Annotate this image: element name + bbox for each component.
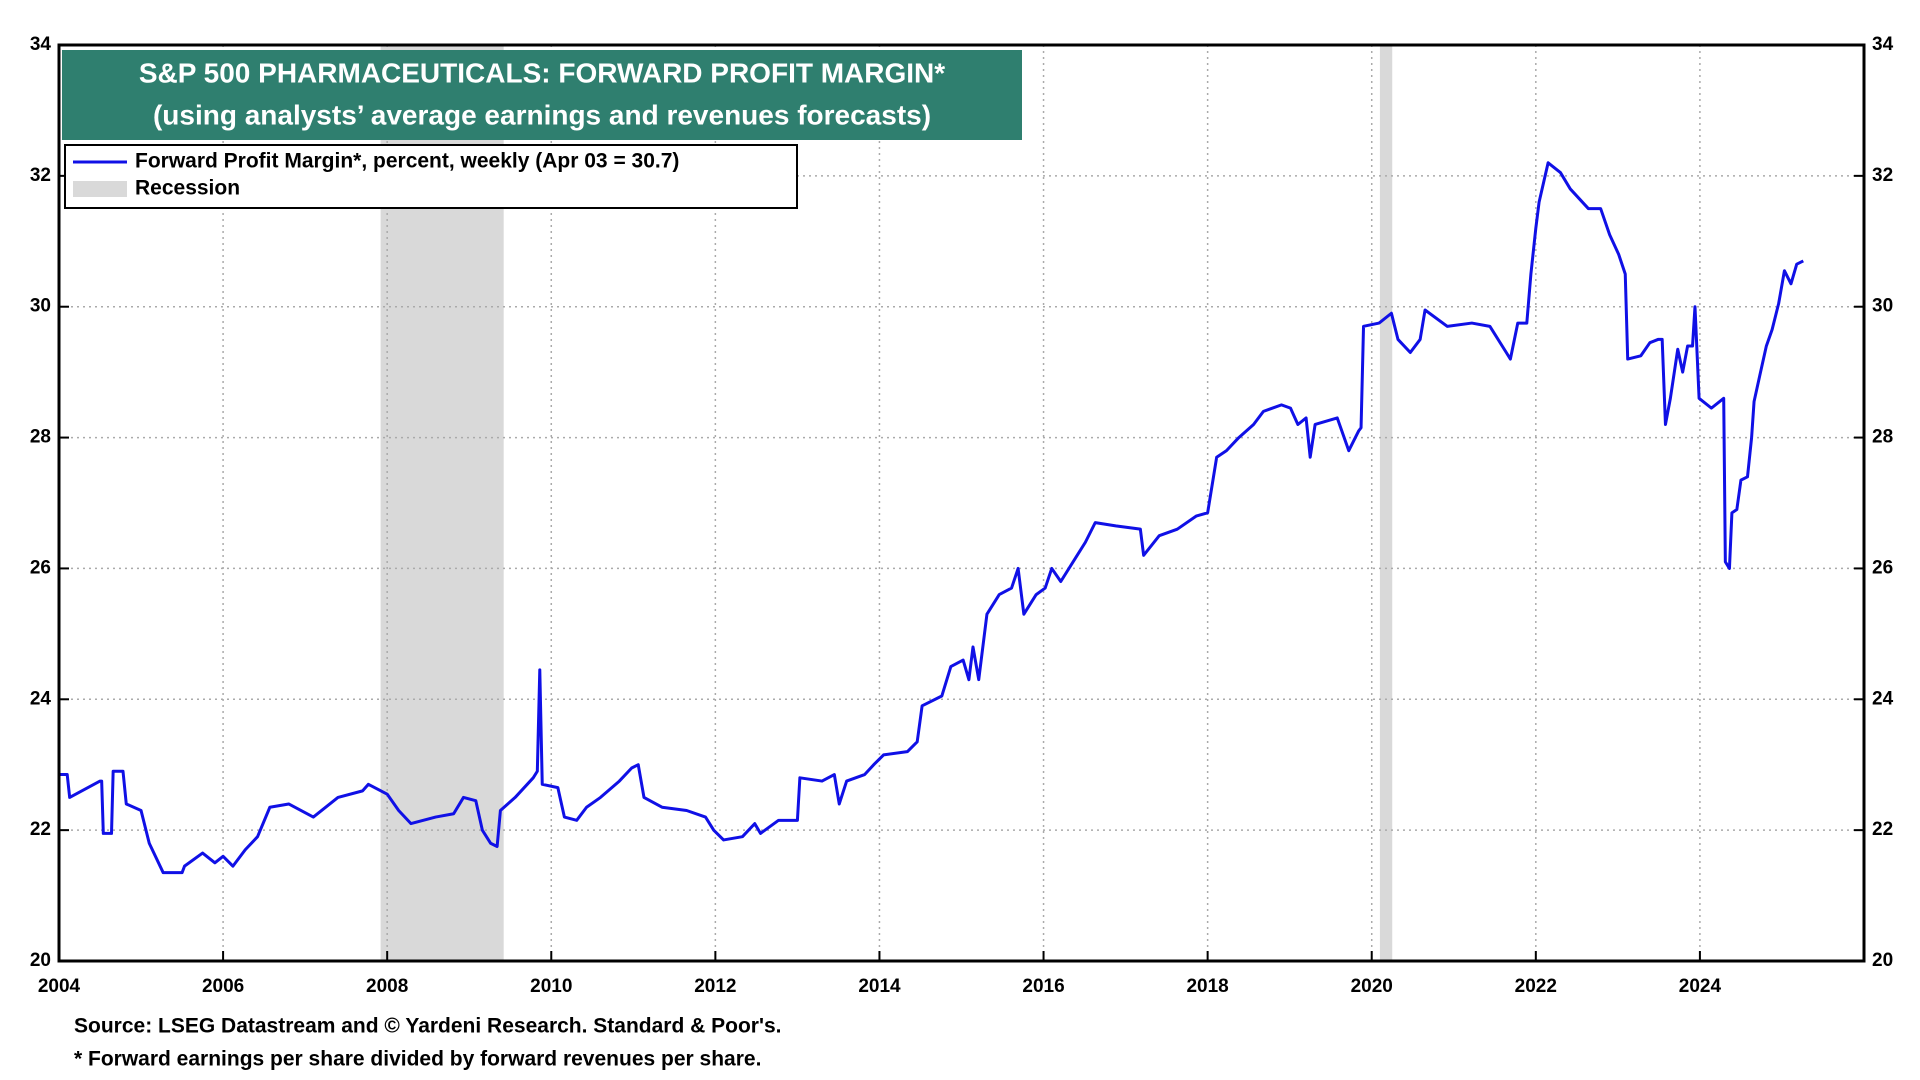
x-tick-label: 2022 [1515,976,1557,997]
plot-frame [57,43,1866,963]
x-tick-label: 2012 [694,976,736,997]
title-box [62,50,1022,140]
legend-recession-swatch [73,181,127,197]
y2-tick-label: 30 [1872,296,1893,317]
x-tick-label: 2016 [1022,976,1064,997]
data-line [59,161,1804,875]
x-tick-label: 2018 [1186,976,1228,997]
y2-tick-label: 28 [1872,427,1893,448]
x-tick-label: 2004 [38,976,81,997]
x-tick-label: 2024 [1679,976,1722,997]
y-tick-label: 24 [30,688,52,709]
x-tick-label: 2006 [202,976,244,997]
footnote: * Forward earnings per share divided by … [74,1048,761,1071]
legend-label: Recession [135,177,240,200]
y2-tick-label: 24 [1872,688,1894,709]
x-tick-label: 2014 [858,976,901,997]
legend-label: Forward Profit Margin*, percent, weekly … [135,150,679,173]
chart-subtitle: (using analysts’ average earnings and re… [153,99,931,130]
y2-tick-label: 32 [1872,165,1893,186]
y-tick-label: 34 [30,34,52,55]
y-tick-label: 22 [30,819,51,840]
chart-title: S&P 500 PHARMACEUTICALS: FORWARD PROFIT … [139,57,945,88]
y2-tick-label: 26 [1872,557,1893,578]
source-note: Source: LSEG Datastream and © Yardeni Re… [74,1015,781,1038]
y-tick-label: 26 [30,557,51,578]
plot-layer [59,161,1804,875]
y2-tick-label: 22 [1872,819,1893,840]
y2-tick-label: 34 [1872,34,1894,55]
y-tick-label: 20 [30,950,51,971]
x-tick-label: 2008 [366,976,408,997]
x-tick-label: 2010 [530,976,572,997]
x-tick-label: 2020 [1351,976,1393,997]
y-tick-label: 28 [30,427,51,448]
y-tick-label: 32 [30,165,51,186]
y2-tick-label: 20 [1872,950,1893,971]
legend-box [64,144,798,209]
recession-band [1379,45,1393,961]
y-tick-label: 30 [30,296,51,317]
